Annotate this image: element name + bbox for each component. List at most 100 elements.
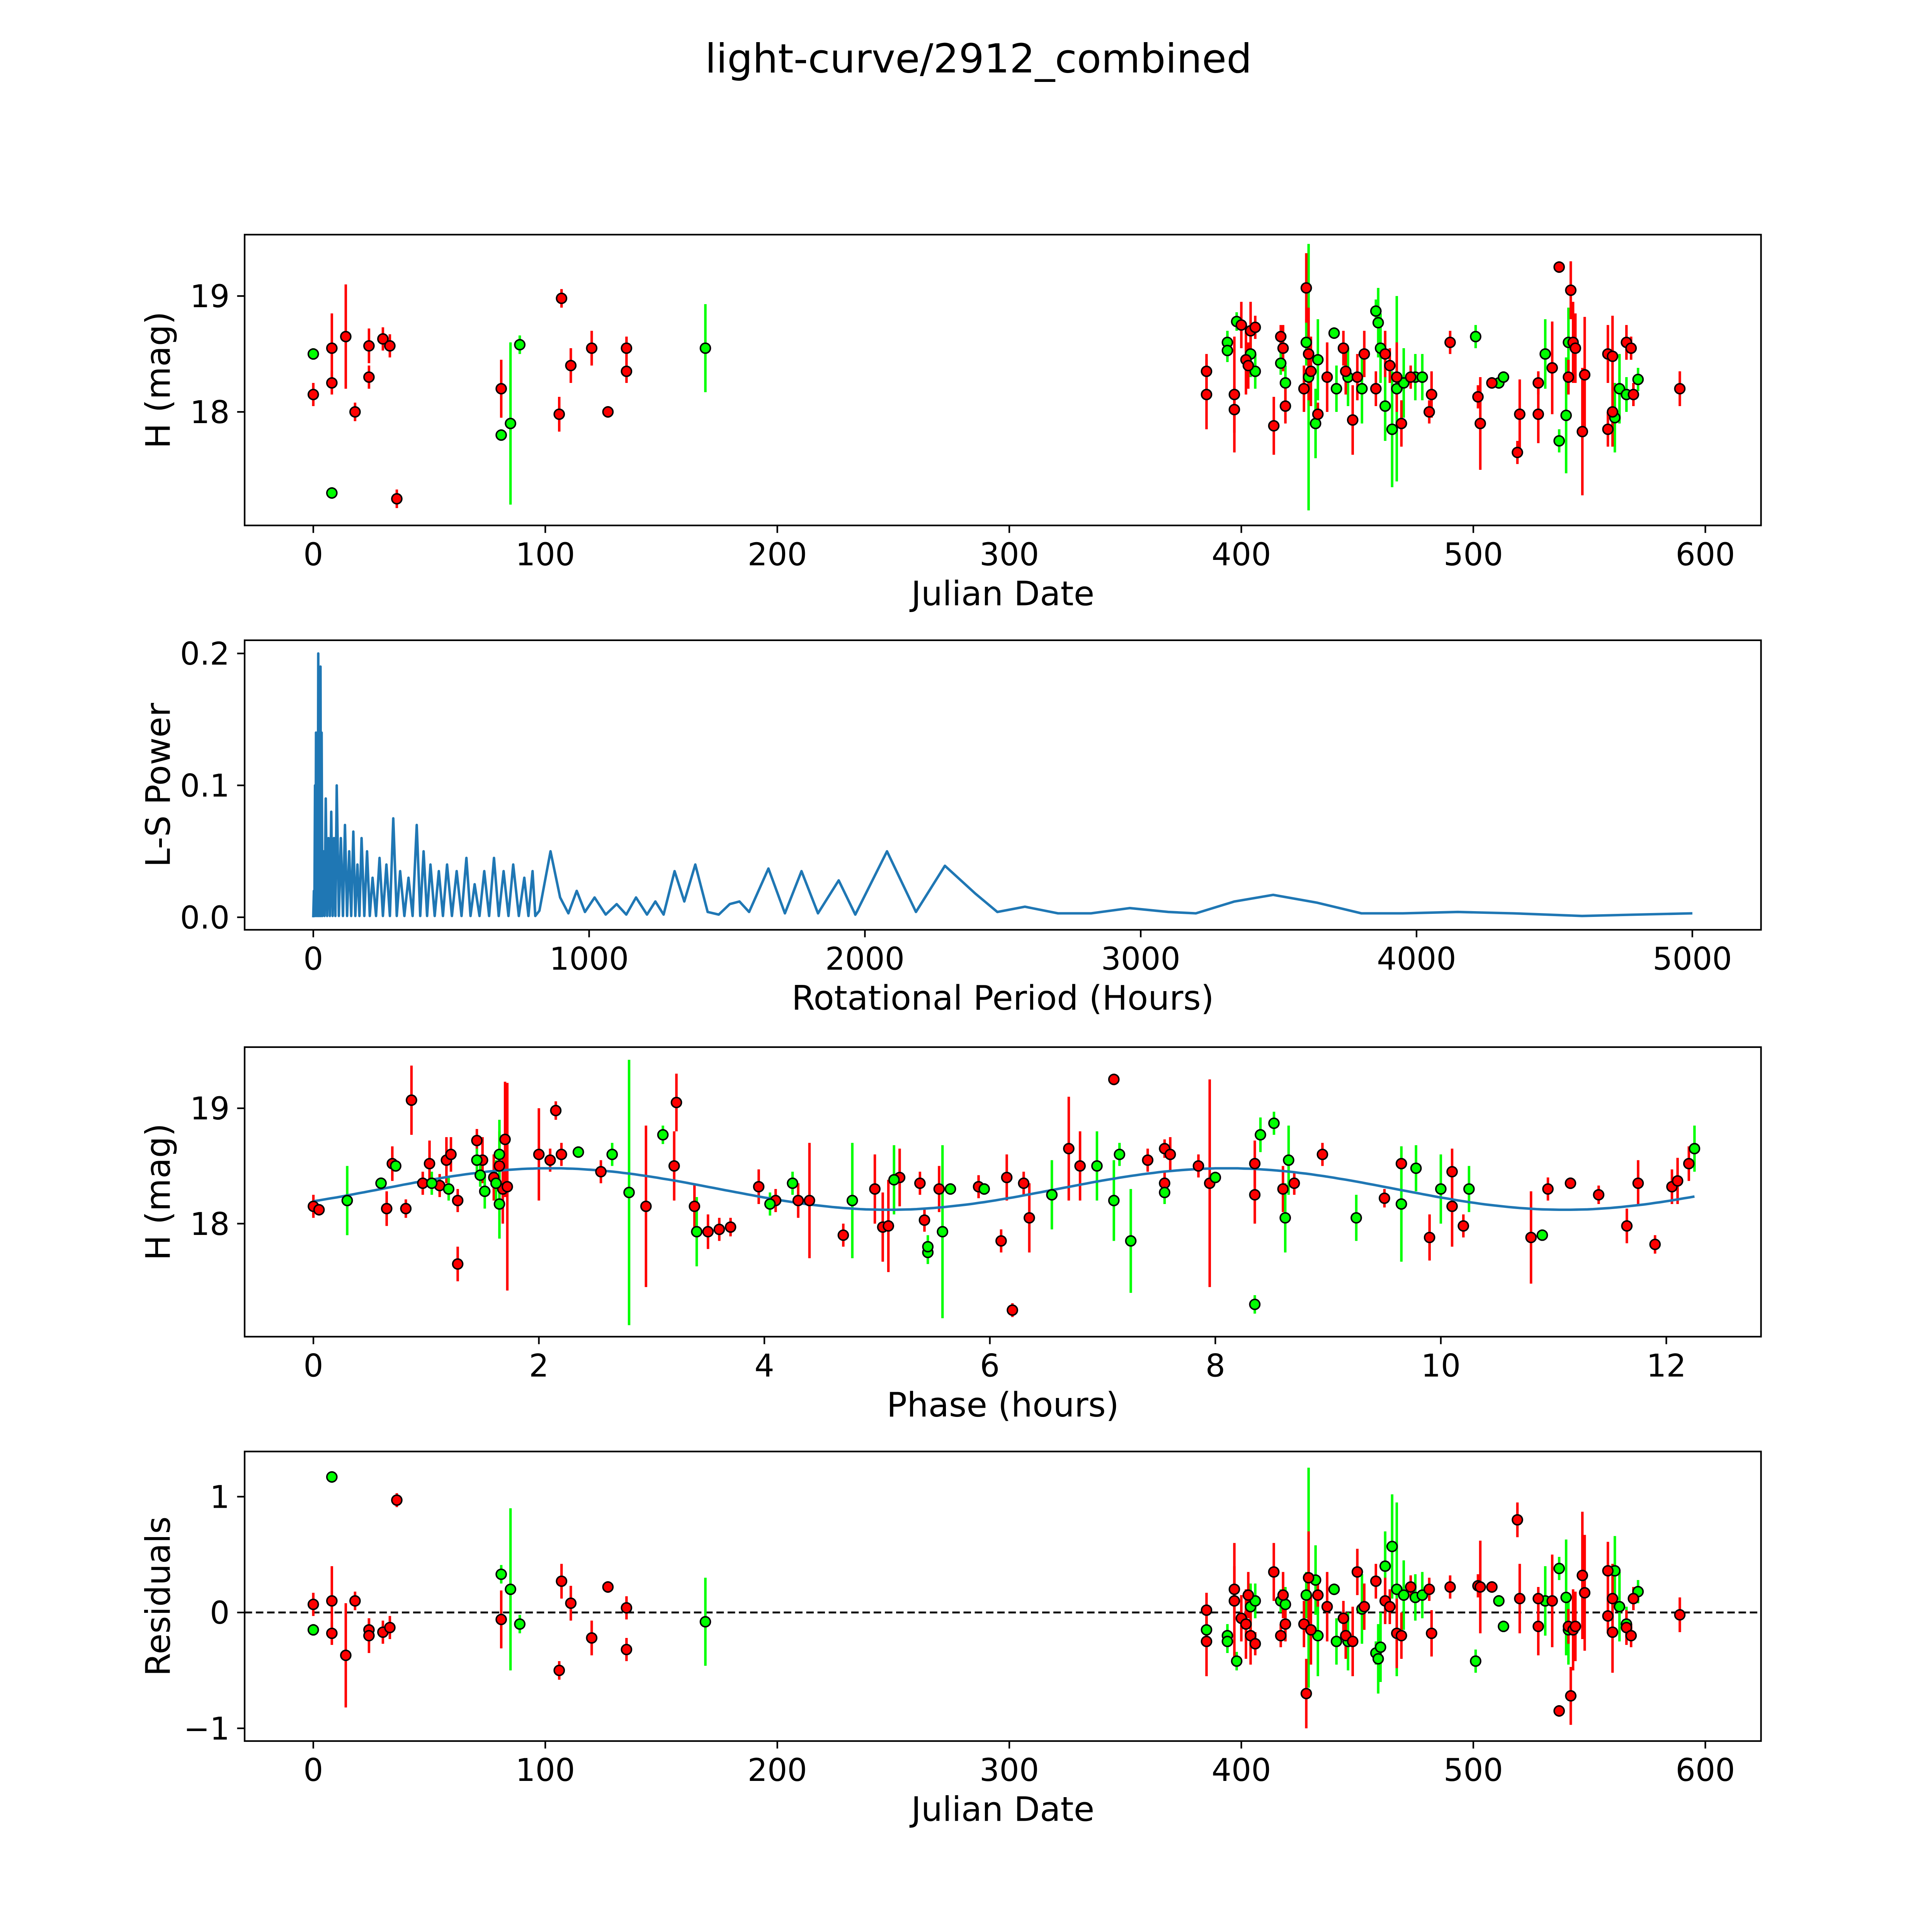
data-point-red: [1300, 1688, 1312, 1699]
data-point-red: [1300, 282, 1312, 294]
data-point-red: [1351, 371, 1363, 383]
data-point-green: [390, 1160, 401, 1172]
data-point-red: [565, 360, 577, 371]
plot-area: [307, 244, 1686, 510]
data-point-red: [702, 1226, 714, 1238]
data-point-green: [1386, 1541, 1398, 1553]
data-point-green: [1395, 1198, 1407, 1210]
x-tick-label: 400: [1211, 537, 1271, 573]
data-point-red: [1423, 1231, 1435, 1243]
data-point-green: [514, 339, 526, 350]
data-point-red: [1228, 1595, 1240, 1607]
data-point-red: [1628, 389, 1639, 400]
y-axis-label: H (mag): [138, 311, 178, 449]
data-point-red: [1607, 1626, 1619, 1638]
data-point-green: [375, 1177, 387, 1189]
data-point-red: [1235, 319, 1247, 331]
data-point-red: [595, 1166, 607, 1178]
x-tick-label: 10: [1421, 1348, 1461, 1384]
data-point-green: [572, 1146, 584, 1158]
data-point-green: [764, 1198, 776, 1210]
data-point-red: [1628, 1593, 1639, 1604]
y-tick-label: −1: [184, 1711, 230, 1747]
data-point-red: [1426, 1628, 1437, 1639]
data-point-red: [326, 342, 338, 354]
data-point-red: [363, 371, 375, 383]
data-point-red: [452, 1195, 464, 1206]
data-point-red: [1683, 1158, 1695, 1170]
data-point-red: [586, 1632, 598, 1644]
y-tick-label: 18: [190, 1206, 230, 1243]
data-point-red: [1525, 1231, 1537, 1243]
data-point-green: [1125, 1235, 1137, 1247]
data-point-green: [1379, 1560, 1391, 1572]
data-point-red: [1268, 420, 1280, 432]
data-point-red: [1486, 377, 1498, 389]
data-point-green: [1372, 317, 1384, 328]
x-tick-label: 100: [515, 1752, 575, 1789]
data-point-green: [699, 1616, 711, 1628]
data-point-red: [452, 1258, 464, 1270]
data-point-red: [1475, 418, 1486, 429]
data-point-green: [1632, 374, 1644, 385]
data-point-red: [1275, 331, 1287, 342]
data-point-red: [1305, 1624, 1317, 1636]
x-tick-label: 600: [1675, 537, 1735, 573]
data-point-red: [495, 383, 507, 395]
data-point-red: [1570, 342, 1582, 354]
data-point-red: [1512, 1514, 1523, 1526]
data-point-red: [493, 1160, 505, 1172]
data-point-green: [1328, 327, 1340, 339]
data-point-red: [837, 1229, 849, 1241]
data-point-red: [1546, 362, 1558, 374]
data-point-red: [565, 1597, 577, 1609]
data-point-red: [1370, 1575, 1382, 1587]
data-point-red: [326, 1595, 338, 1607]
data-point-green: [1560, 410, 1572, 421]
data-point-red: [1384, 1601, 1396, 1612]
data-point-green: [426, 1177, 438, 1189]
data-point-red: [1444, 1581, 1456, 1593]
data-point-red: [1649, 1238, 1661, 1250]
data-point-red: [1242, 360, 1254, 371]
data-point-red: [1672, 1175, 1684, 1187]
data-point-red: [1602, 1565, 1614, 1577]
data-point-green: [1372, 1653, 1384, 1665]
data-point-green: [1498, 1621, 1509, 1632]
data-point-red: [1337, 342, 1349, 354]
data-point-red: [1201, 366, 1213, 377]
x-tick-label: 600: [1675, 1752, 1735, 1789]
data-point-green: [699, 342, 711, 354]
data-point-red: [668, 1160, 680, 1172]
data-point-green: [1209, 1172, 1221, 1184]
x-tick-label: 2000: [825, 941, 905, 978]
panel-periodogram: 0 1000 2000 3000 4000 5000 0.0 0.1 0.2 Rotational…: [138, 636, 1762, 1018]
data-point-green: [846, 1195, 858, 1206]
data-point-red: [406, 1094, 417, 1106]
x-tick-label: 0: [303, 537, 323, 573]
data-point-red: [553, 408, 565, 420]
data-point-red: [1565, 1690, 1577, 1702]
data-point-green: [937, 1226, 949, 1238]
data-point-green: [307, 1624, 319, 1636]
data-point-red: [1001, 1172, 1013, 1184]
axes-frame: [243, 1046, 1762, 1338]
data-point-green: [1356, 383, 1368, 395]
data-point-red: [556, 293, 568, 304]
data-point-red: [1228, 404, 1240, 415]
x-tick-label: 0: [303, 1348, 323, 1384]
data-point-red: [689, 1201, 701, 1212]
data-point-red: [621, 1644, 633, 1655]
data-point-red: [713, 1223, 725, 1235]
data-point-red: [1532, 377, 1544, 389]
x-tick-label: 4: [754, 1348, 774, 1384]
data-point-red: [1347, 1636, 1359, 1647]
data-point-red: [1426, 389, 1437, 400]
data-point-red: [423, 1158, 435, 1170]
data-point-red: [1358, 348, 1370, 360]
data-point-green: [1398, 1589, 1410, 1601]
data-point-red: [502, 1181, 513, 1193]
data-point-green: [1470, 1655, 1481, 1667]
x-tick-label: 400: [1211, 1752, 1271, 1789]
